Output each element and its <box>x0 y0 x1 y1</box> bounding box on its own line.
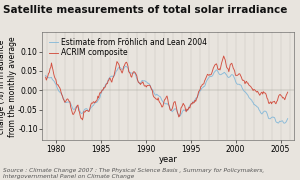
Text: Source : Climate Change 2007 : The Physical Science Basis , Summary for Policyma: Source : Climate Change 2007 : The Physi… <box>3 168 264 179</box>
Legend: Estimate from Fröhlich and Lean 2004, ACRIM composite: Estimate from Fröhlich and Lean 2004, AC… <box>48 37 207 58</box>
ACRIM composite <box>50 66 54 68</box>
Estimate from Fröhlich and Lean 2004 <box>196 95 200 97</box>
Line: ACRIM composite: ACRIM composite <box>46 56 288 120</box>
Estimate from Fröhlich and Lean 2004 <box>124 65 128 67</box>
ACRIM composite <box>81 119 84 121</box>
ACRIM composite <box>44 76 47 78</box>
ACRIM composite <box>196 93 200 96</box>
ACRIM composite <box>71 113 75 115</box>
Estimate from Fröhlich and Lean 2004 <box>44 74 47 76</box>
ACRIM composite <box>63 101 67 103</box>
Text: Satellite measurements of total solar irradiance: Satellite measurements of total solar ir… <box>3 5 287 15</box>
Estimate from Fröhlich and Lean 2004 <box>50 78 54 80</box>
Y-axis label: change (%) in irradiance
from the monthly average: change (%) in irradiance from the monthl… <box>0 36 17 137</box>
Estimate from Fröhlich and Lean 2004 <box>256 107 260 109</box>
X-axis label: year: year <box>159 155 177 164</box>
ACRIM composite <box>257 93 261 95</box>
Estimate from Fröhlich and Lean 2004 <box>286 118 290 120</box>
ACRIM composite <box>278 93 282 96</box>
Estimate from Fröhlich and Lean 2004 <box>63 100 67 103</box>
ACRIM composite <box>286 91 290 93</box>
Estimate from Fröhlich and Lean 2004 <box>278 120 281 122</box>
Line: Estimate from Fröhlich and Lean 2004: Estimate from Fröhlich and Lean 2004 <box>46 66 288 123</box>
Estimate from Fröhlich and Lean 2004 <box>282 122 286 124</box>
ACRIM composite <box>222 55 226 57</box>
Estimate from Fröhlich and Lean 2004 <box>71 108 75 110</box>
